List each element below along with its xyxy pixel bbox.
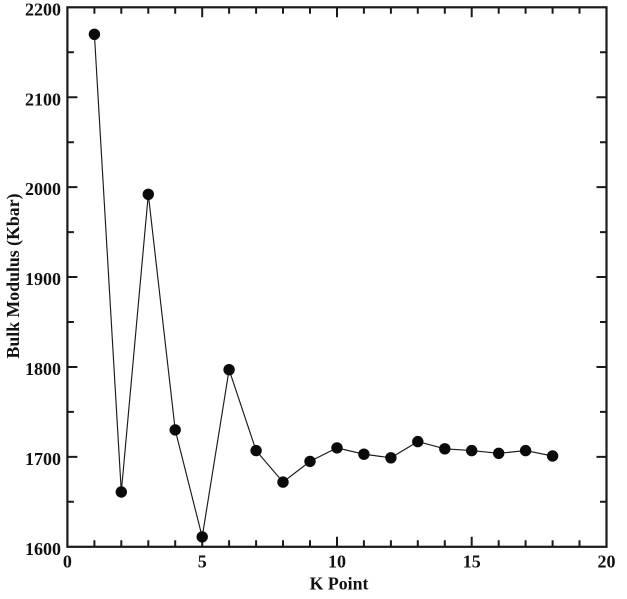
svg-text:2100: 2100 bbox=[25, 89, 61, 109]
svg-text:2000: 2000 bbox=[25, 179, 61, 199]
svg-text:20: 20 bbox=[598, 552, 616, 572]
svg-text:Bulk Modulus (Kbar): Bulk Modulus (Kbar) bbox=[3, 193, 24, 358]
svg-text:15: 15 bbox=[463, 552, 481, 572]
svg-text:1600: 1600 bbox=[25, 539, 61, 559]
svg-text:1900: 1900 bbox=[25, 269, 61, 289]
svg-text:1800: 1800 bbox=[25, 359, 61, 379]
svg-text:1700: 1700 bbox=[25, 449, 61, 469]
svg-text:5: 5 bbox=[198, 552, 207, 572]
svg-text:10: 10 bbox=[328, 552, 346, 572]
svg-text:0: 0 bbox=[63, 552, 72, 572]
svg-text:K Point: K Point bbox=[310, 574, 369, 594]
svg-text:2200: 2200 bbox=[25, 0, 61, 19]
